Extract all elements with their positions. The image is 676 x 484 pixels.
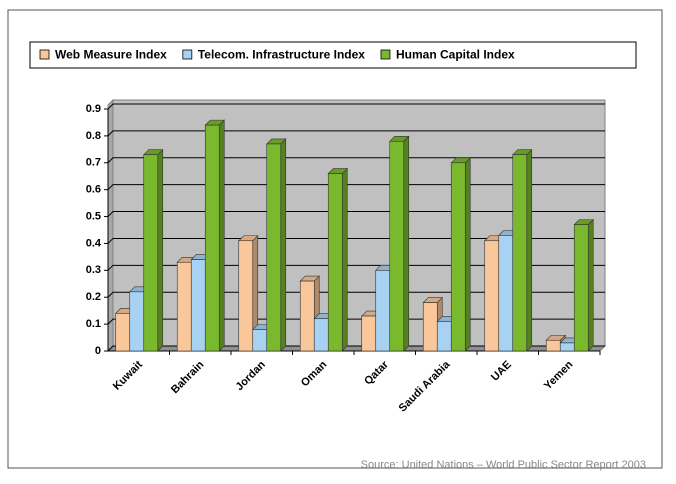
- bar-front: [299, 280, 315, 352]
- grid-line: [107, 291, 605, 298]
- grid-line: [107, 130, 605, 137]
- bar-front: [389, 140, 405, 352]
- legend-swatch: [182, 49, 193, 60]
- bar-front: [129, 291, 145, 352]
- grid-line: [107, 264, 605, 271]
- bar: [389, 135, 410, 352]
- y-tick-label: 0.2: [86, 291, 101, 303]
- bar-front: [238, 240, 254, 352]
- bar-side: [157, 148, 164, 352]
- bar-front: [498, 235, 514, 352]
- bar-side: [587, 218, 594, 352]
- bar-front: [512, 154, 528, 352]
- legend-box: [29, 41, 637, 69]
- bar: [573, 218, 594, 352]
- grid-line: [107, 103, 605, 110]
- bar-front: [327, 173, 343, 352]
- y-tick-label: 0.6: [86, 184, 101, 196]
- y-tick-label: 0.8: [86, 130, 101, 142]
- bar-side: [341, 167, 348, 352]
- bar-front: [559, 342, 575, 352]
- bar-side: [526, 148, 533, 352]
- bar-front: [484, 240, 500, 352]
- bar-front: [361, 315, 377, 352]
- bar: [266, 138, 287, 352]
- bar: [143, 148, 164, 352]
- grid-line: [107, 157, 605, 164]
- grid-line: [107, 184, 605, 191]
- y-tick-label: 0.7: [86, 157, 101, 169]
- bar: [238, 235, 259, 352]
- bar-side: [280, 138, 287, 352]
- bar-front: [422, 302, 438, 352]
- y-tick-label: 0.4: [86, 237, 102, 249]
- bar-front: [436, 321, 452, 352]
- y-tick-label: 0.5: [86, 210, 101, 222]
- y-tick-label: 0.3: [86, 264, 101, 276]
- legend-label: Human Capital Index: [396, 48, 515, 62]
- legend-label: Web Measure Index: [55, 48, 167, 62]
- grid-line: [107, 237, 605, 244]
- y-tick-label: 0.1: [86, 318, 101, 330]
- bar-front: [190, 259, 206, 352]
- legend-label: Telecom. Infrastructure Index: [198, 48, 365, 62]
- bar-front: [266, 143, 282, 352]
- bar-front: [313, 318, 329, 352]
- y-tick-label: 0: [95, 345, 101, 357]
- bar-side: [218, 119, 225, 352]
- bar-front: [143, 154, 159, 352]
- bar-front: [252, 329, 268, 352]
- bar-front: [573, 224, 589, 352]
- bar-front: [545, 339, 561, 352]
- bar: [204, 119, 225, 352]
- bar-side: [403, 135, 410, 352]
- grid-line: [107, 211, 605, 217]
- legend-swatch: [380, 49, 391, 60]
- bar-front: [375, 270, 391, 352]
- bar-front: [115, 313, 131, 352]
- source-note: Source: United Nations – World Public Se…: [361, 459, 646, 471]
- legend-swatch: [39, 49, 50, 60]
- y-tick-label: 0.9: [86, 103, 101, 115]
- bar-front: [176, 261, 192, 352]
- bar: [450, 157, 471, 352]
- bar-front: [204, 124, 220, 352]
- bar-front: [450, 162, 466, 352]
- plot-side-wall: [107, 98, 114, 353]
- bar: [327, 167, 348, 352]
- bar: [512, 148, 533, 352]
- bar-side: [464, 157, 471, 352]
